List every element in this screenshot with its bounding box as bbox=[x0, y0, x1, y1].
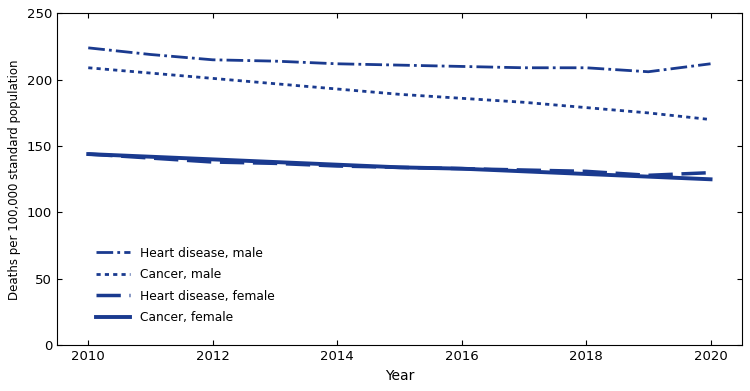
Cancer, female bbox=[84, 152, 93, 156]
Heart disease, male bbox=[519, 65, 528, 70]
Cancer, male bbox=[458, 96, 466, 100]
Heart disease, female bbox=[146, 156, 155, 160]
Cancer, female bbox=[706, 177, 715, 182]
Cancer, female bbox=[333, 162, 342, 167]
Cancer, male bbox=[581, 105, 590, 110]
Heart disease, male bbox=[644, 70, 652, 74]
Heart disease, male bbox=[84, 45, 93, 50]
Line: Heart disease, male: Heart disease, male bbox=[88, 48, 710, 72]
Legend: Heart disease, male, Cancer, male, Heart disease, female, Cancer, female: Heart disease, male, Cancer, male, Heart… bbox=[91, 242, 279, 329]
Heart disease, male bbox=[146, 52, 155, 57]
Heart disease, male bbox=[395, 63, 404, 68]
Line: Cancer, female: Cancer, female bbox=[88, 154, 710, 179]
Cancer, male bbox=[84, 65, 93, 70]
Heart disease, female bbox=[581, 169, 590, 174]
Cancer, male bbox=[271, 81, 280, 86]
Heart disease, female bbox=[644, 173, 652, 178]
Heart disease, female bbox=[333, 164, 342, 169]
Cancer, male bbox=[519, 100, 528, 105]
Cancer, female bbox=[395, 165, 404, 170]
Line: Cancer, male: Cancer, male bbox=[88, 68, 710, 120]
Heart disease, female bbox=[84, 152, 93, 156]
Heart disease, female bbox=[706, 170, 715, 175]
Heart disease, female bbox=[519, 168, 528, 172]
Cancer, male bbox=[644, 111, 652, 115]
Heart disease, male bbox=[271, 59, 280, 63]
Cancer, female bbox=[271, 160, 280, 164]
Cancer, male bbox=[146, 71, 155, 75]
Heart disease, male bbox=[581, 65, 590, 70]
Heart disease, male bbox=[209, 57, 218, 62]
Heart disease, male bbox=[458, 64, 466, 69]
Cancer, female bbox=[458, 166, 466, 171]
Heart disease, female bbox=[209, 160, 218, 164]
Y-axis label: Deaths per 100,000 standard population: Deaths per 100,000 standard population bbox=[8, 59, 21, 300]
Cancer, female bbox=[519, 169, 528, 174]
Cancer, male bbox=[706, 117, 715, 122]
Heart disease, female bbox=[271, 161, 280, 166]
Cancer, female bbox=[209, 157, 218, 162]
Heart disease, male bbox=[333, 61, 342, 66]
Heart disease, male bbox=[706, 61, 715, 66]
X-axis label: Year: Year bbox=[385, 369, 414, 383]
Cancer, male bbox=[333, 87, 342, 91]
Cancer, male bbox=[395, 92, 404, 97]
Cancer, female bbox=[644, 174, 652, 179]
Line: Heart disease, female: Heart disease, female bbox=[88, 154, 710, 175]
Cancer, female bbox=[581, 172, 590, 176]
Cancer, female bbox=[146, 154, 155, 159]
Heart disease, female bbox=[395, 165, 404, 170]
Cancer, male bbox=[209, 76, 218, 81]
Heart disease, female bbox=[458, 166, 466, 171]
